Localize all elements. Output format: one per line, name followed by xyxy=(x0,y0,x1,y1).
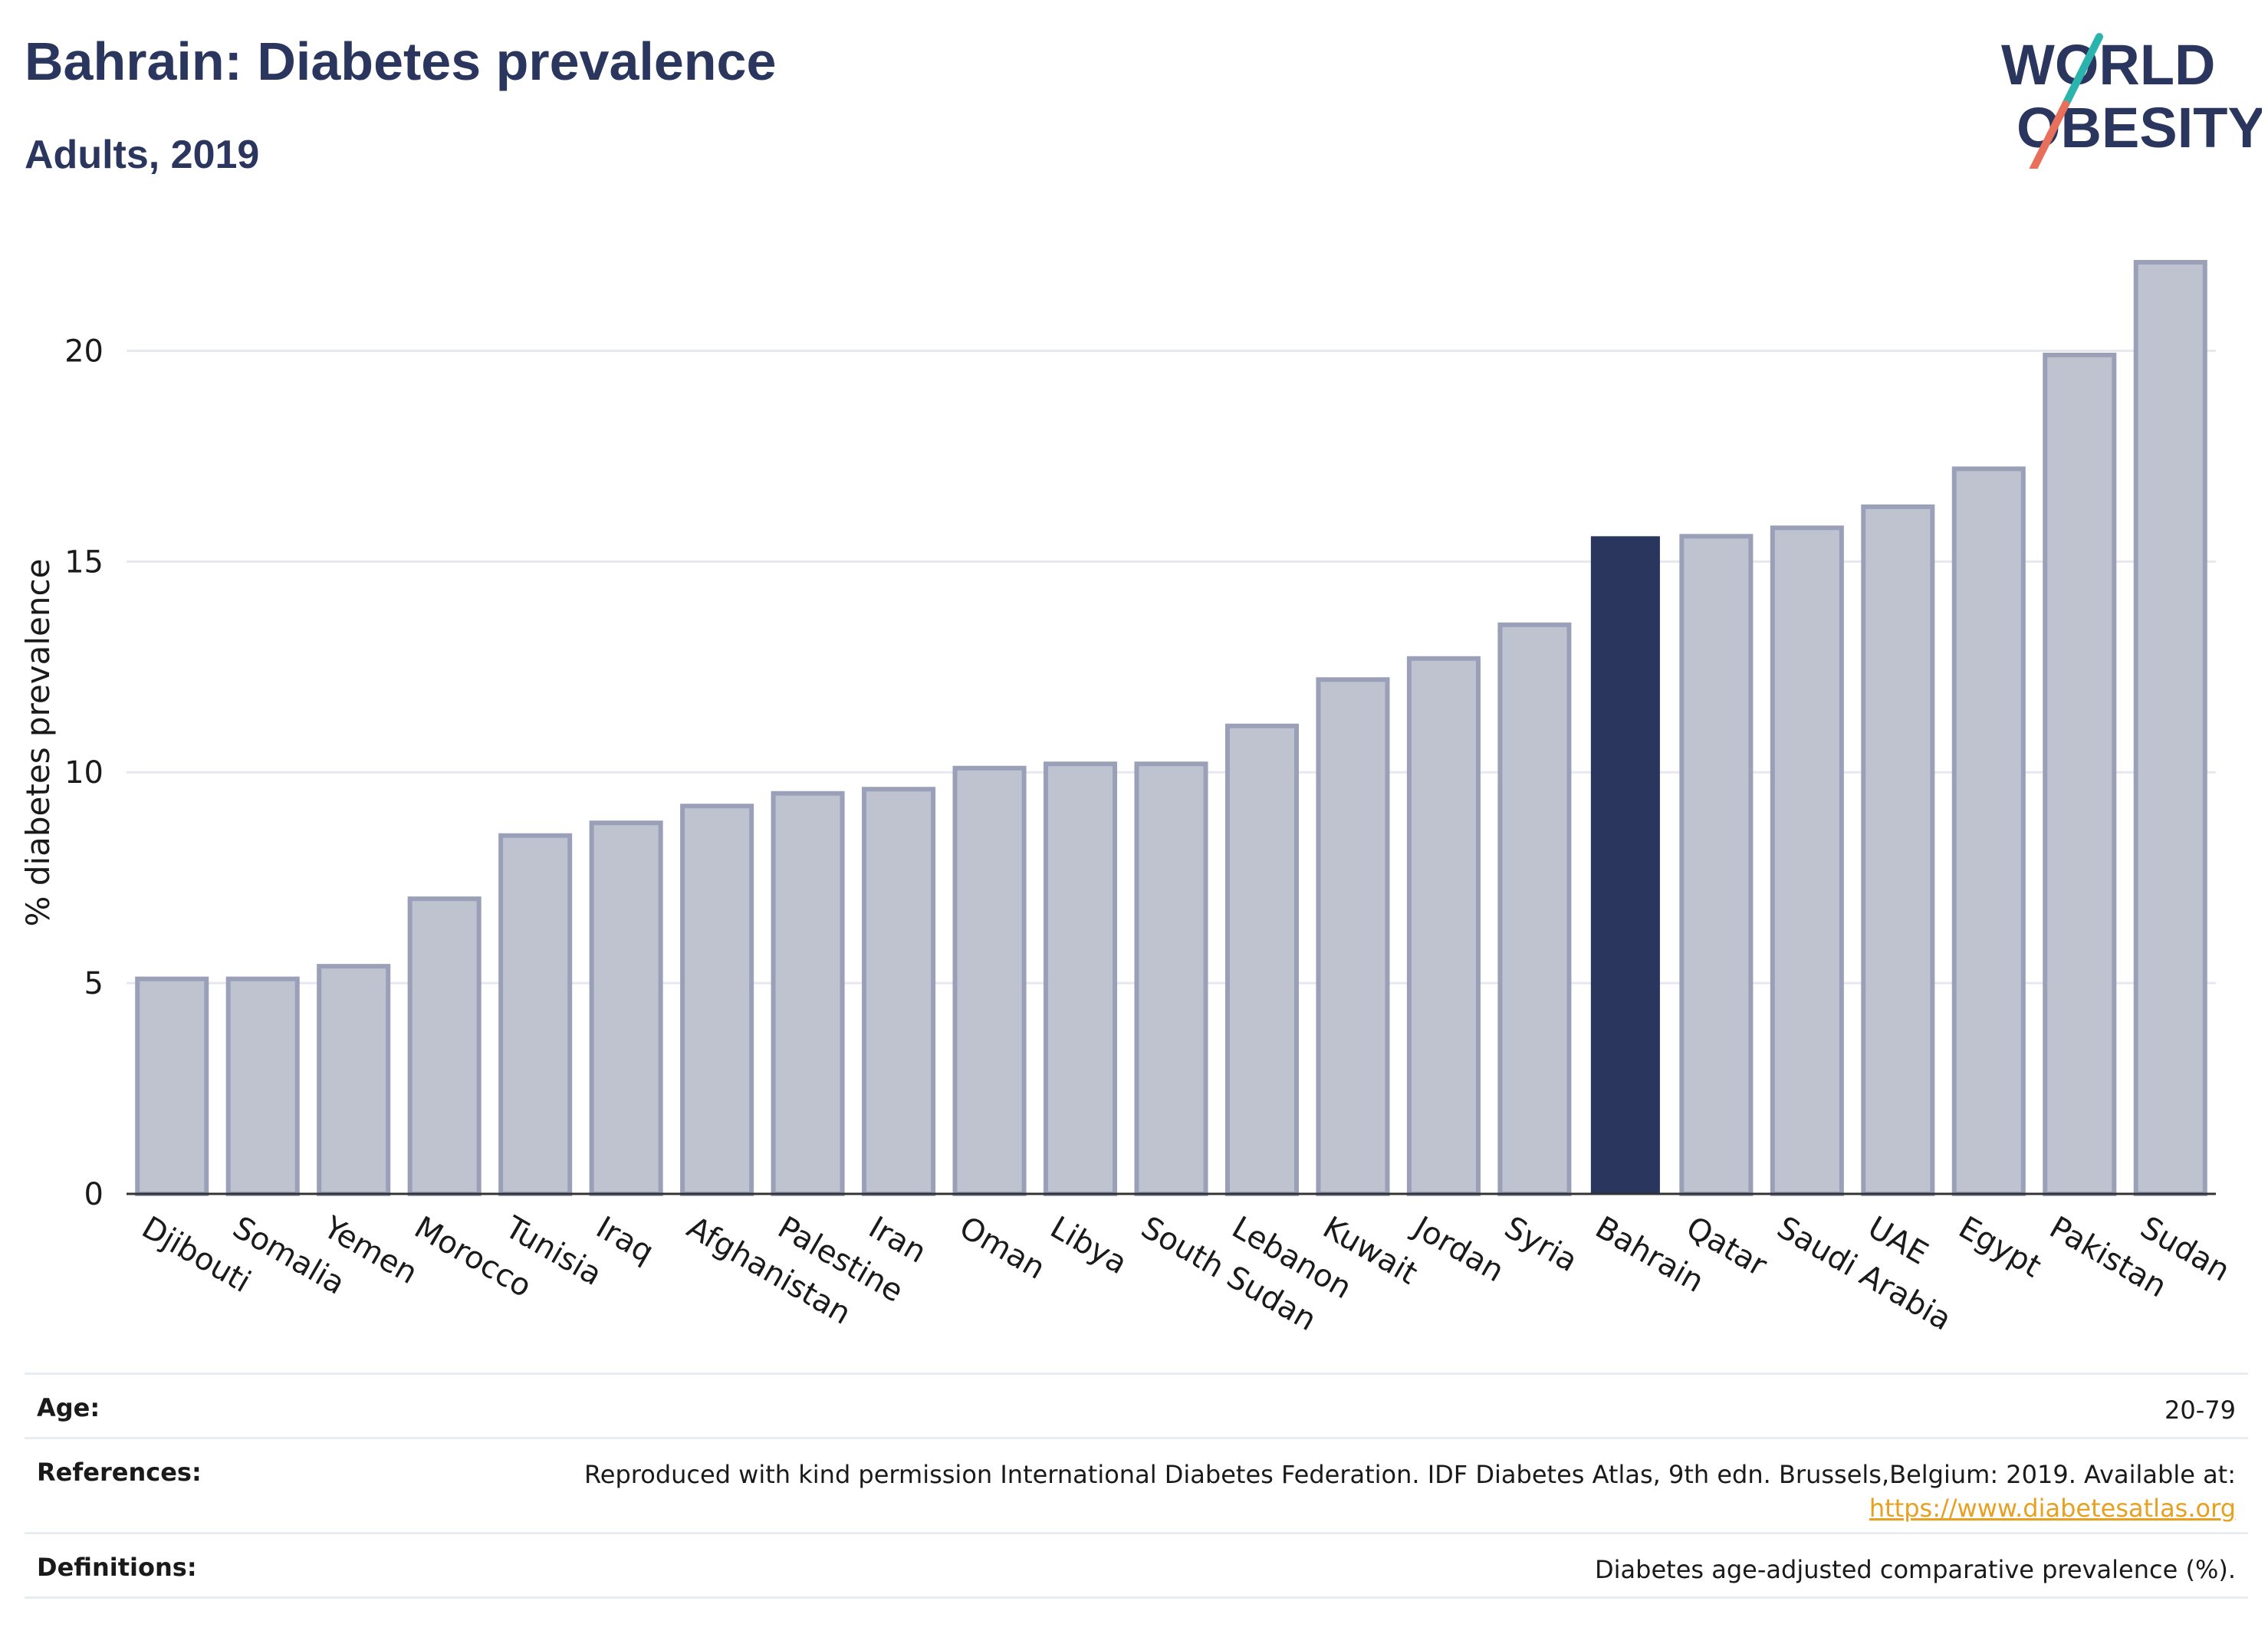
info-key-age: Age: xyxy=(37,1393,100,1422)
y-tick-labels: 0 5 10 15 20 xyxy=(64,334,104,1212)
logo-slash-bottom xyxy=(2029,100,2069,169)
y-tick-label: 15 xyxy=(64,544,104,580)
bar-iran xyxy=(862,787,936,1196)
bar-kuwait xyxy=(1316,677,1390,1196)
bar-oman xyxy=(952,765,1027,1196)
chart-title: Bahrain: Diabetes prevalence xyxy=(25,31,777,91)
bar-syria xyxy=(1497,622,1572,1196)
y-axis-title: % diabetes prevalence xyxy=(19,559,57,927)
bar-iraq xyxy=(589,820,663,1196)
diabetes-atlas-link[interactable]: https://www.diabetesatlas.org xyxy=(1869,1494,2236,1523)
info-row-age: Age: 20-79 xyxy=(25,1375,2248,1439)
logo-slash-top xyxy=(2062,33,2103,108)
y-tick-label: 5 xyxy=(84,966,104,1001)
bar-tunisia xyxy=(498,833,573,1196)
world-obesity-logo: WORLD OBESITY xyxy=(2001,33,2262,169)
info-value-age: 20-79 xyxy=(2164,1396,2236,1425)
bar-morocco xyxy=(407,896,482,1197)
x-tick-label: Syria xyxy=(1498,1210,1583,1279)
info-value-definitions: Diabetes age-adjusted comparative preval… xyxy=(1595,1555,2236,1584)
bar-palestine xyxy=(771,791,845,1196)
y-tick-label: 0 xyxy=(84,1177,104,1212)
y-tick-label: 10 xyxy=(64,755,104,791)
bar-bahrain xyxy=(1590,536,1660,1194)
info-row-definitions: Definitions: Diabetes age-adjusted compa… xyxy=(25,1534,2248,1599)
info-key-definitions: Definitions: xyxy=(37,1553,197,1582)
bar-pakistan xyxy=(2043,352,2117,1196)
info-row-references: References: Reproduced with kind permiss… xyxy=(25,1439,2248,1534)
x-tick-label: Egypt xyxy=(1953,1210,2047,1285)
bar-somalia xyxy=(225,976,300,1196)
references-text: Reproduced with kind permission Internat… xyxy=(583,1460,2236,1489)
info-key-references: References: xyxy=(37,1458,202,1487)
info-table: Age: 20-79 References: Reproduced with k… xyxy=(25,1373,2248,1599)
bar-egypt xyxy=(1951,466,2026,1197)
bar-jordan xyxy=(1406,656,1481,1196)
bar-saudi-arabia xyxy=(1770,525,1844,1196)
bar-south-sudan xyxy=(1134,761,1208,1196)
bar-uae xyxy=(1861,504,1935,1196)
logo-line1: WORLD xyxy=(2001,33,2216,97)
bar-qatar xyxy=(1679,534,1754,1196)
bar-libya xyxy=(1044,761,1118,1196)
bar-afghanistan xyxy=(680,804,754,1197)
y-tick-label: 20 xyxy=(64,334,104,369)
bar-djibouti xyxy=(135,976,209,1196)
bar-yemen xyxy=(317,964,391,1196)
bar-lebanon xyxy=(1224,723,1300,1196)
x-tick-label: Libya xyxy=(1044,1210,1133,1281)
bars xyxy=(135,259,2207,1197)
chart-subtitle: Adults, 2019 xyxy=(25,133,260,177)
bar-sudan xyxy=(2133,259,2207,1197)
bar-chart: 0 5 10 15 20 DjiboutiSomaliaYemenMoroccoTuni… xyxy=(19,259,2236,1334)
info-value-references: Reproduced with kind permission Internat… xyxy=(584,1458,2236,1525)
x-tick-label: Oman xyxy=(954,1210,1051,1287)
x-tick-label: Jordan xyxy=(1405,1208,1510,1289)
x-tick-label: Saudi Arabia xyxy=(1771,1210,1957,1334)
